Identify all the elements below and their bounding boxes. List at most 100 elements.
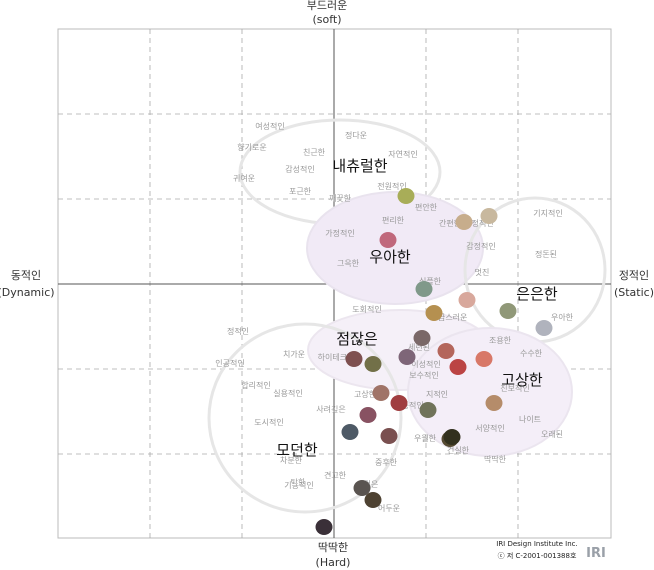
color-swatch (458, 292, 476, 308)
adjective-word: 탁한 (291, 477, 306, 487)
axis-top-label-1: 부드러운 (307, 0, 347, 12)
group-label-modern: 모던한 (276, 441, 318, 459)
adjective-word: 기지적인 (533, 208, 562, 218)
adjective-word: 어두운 (378, 503, 400, 513)
adjective-word: 감성적인 (285, 164, 314, 174)
region-modern (207, 322, 403, 514)
adjective-word: 중후한 (375, 458, 398, 467)
adjective-word: 안정적인 (464, 218, 493, 228)
group-label-elegant: 우아한 (369, 248, 411, 266)
color-swatch (379, 232, 397, 248)
adjective-word: 깨끗한 (329, 193, 352, 203)
adjective-word: 인공적인 (215, 358, 244, 368)
region-classy (407, 327, 573, 457)
color-swatch (380, 428, 398, 444)
group-label-classy: 고상한 (501, 371, 543, 389)
footer-company: IRI Design Institute Inc. (496, 540, 577, 548)
color-swatch (364, 492, 382, 508)
color-swatches (315, 188, 553, 535)
adjective-word: 전원적인 (377, 181, 406, 191)
color-swatch (372, 385, 390, 401)
color-swatch (315, 519, 333, 535)
adjective-word: 심플한 (419, 276, 442, 286)
adjective-word: 멋진 (475, 267, 490, 277)
adjective-word: 수수한 (520, 349, 543, 358)
group-label-subtle: 은은한 (516, 285, 558, 303)
color-swatch (499, 303, 517, 319)
adjective-word: 우아한 (551, 312, 574, 322)
color-swatch (419, 402, 437, 418)
group-label-natural: 내츄럴한 (332, 157, 387, 175)
color-swatch (345, 351, 363, 367)
adjective-word: 보수적인 (409, 370, 438, 380)
color-swatch (425, 305, 443, 321)
axis-top-label-2: (soft) (312, 13, 341, 26)
group-label-decent: 점잖은 (336, 330, 377, 348)
adjective-word: 실용적인 (273, 388, 302, 398)
axis-bottom-label-2: (Hard) (316, 556, 351, 569)
adjective-word: 감정적인 (466, 241, 495, 251)
axis-right-label-1: 정적인 (619, 269, 649, 282)
adjective-word: 귀여운 (233, 173, 255, 183)
adjective-word: 치가운 (283, 350, 305, 359)
adjective-word: 이성적인 (411, 359, 440, 369)
color-swatch (353, 480, 371, 496)
color-swatch (480, 208, 498, 224)
adjective-word: 도시적인 (254, 417, 283, 427)
adjective-word: 그윽한 (337, 259, 360, 268)
color-swatch (475, 351, 493, 367)
axis-left-label-2: (Dynamic) (0, 286, 55, 299)
color-swatch (413, 330, 431, 346)
color-swatch (341, 424, 359, 440)
color-swatch (390, 395, 408, 411)
color-swatch (397, 188, 415, 204)
adjective-word: 사려깊은 (316, 404, 345, 414)
adjective-word: 합리적인 (241, 380, 270, 390)
color-swatch (535, 320, 553, 336)
adjective-word: 편안한 (415, 202, 438, 212)
adjective-word: 지적인 (426, 389, 448, 399)
adjective-word: 포근한 (289, 187, 312, 196)
adjective-word: 가정적인 (325, 228, 354, 238)
adjective-word: 기능적인 (284, 480, 313, 490)
axis-bottom-label-1: 딱딱한 (318, 541, 348, 554)
color-swatch (485, 395, 503, 411)
color-swatch (359, 407, 377, 423)
group-regions (207, 118, 607, 514)
adjective-word: 편리한 (382, 215, 405, 225)
adjective-word: 여성적인 (255, 121, 284, 131)
adjective-word: 향기로운 (237, 143, 266, 152)
adjective-word: 서양적인 (475, 423, 504, 433)
iri-logo: IRI (586, 546, 606, 561)
adjective-word: 검은 (364, 479, 379, 489)
adjective-word: 친근한 (303, 147, 326, 157)
adjective-word: 건실한 (447, 445, 470, 455)
color-swatch (449, 359, 467, 375)
adjective-word: 하이테크한 (318, 352, 355, 362)
color-swatch (437, 343, 455, 359)
adjective-word: 조용한 (489, 336, 512, 345)
color-swatch (415, 281, 433, 297)
axis-right-label-2: (Static) (614, 286, 654, 299)
adjective-word: 나이트 (519, 414, 541, 424)
adjective-word: 정돈된 (535, 249, 557, 259)
color-swatch (364, 356, 382, 372)
color-swatch (398, 349, 416, 365)
adjective-word: 차분한 (280, 456, 303, 465)
adjective-word: 고상한 (354, 389, 377, 399)
adjective-word: 전통적인 (394, 400, 423, 410)
adjective-word: 고급스러운 (431, 313, 468, 322)
footer-copyright: ⓒ 저 C-2001-001388호 (498, 551, 577, 560)
adjective-word: 간편한 (439, 218, 462, 228)
adjective-word: 정다운 (345, 130, 367, 140)
axis-left-label-1: 동적인 (11, 269, 41, 282)
adjective-word: 정적인 (227, 326, 249, 336)
adjective-word: 딱딱한 (484, 454, 507, 464)
color-swatch (443, 429, 461, 445)
adjective-word: 진보적인 (500, 383, 529, 393)
adjective-word: 견고한 (324, 470, 347, 480)
adjective-word: 우월한 (414, 433, 437, 443)
adjective-word: 세련된 (408, 342, 430, 352)
